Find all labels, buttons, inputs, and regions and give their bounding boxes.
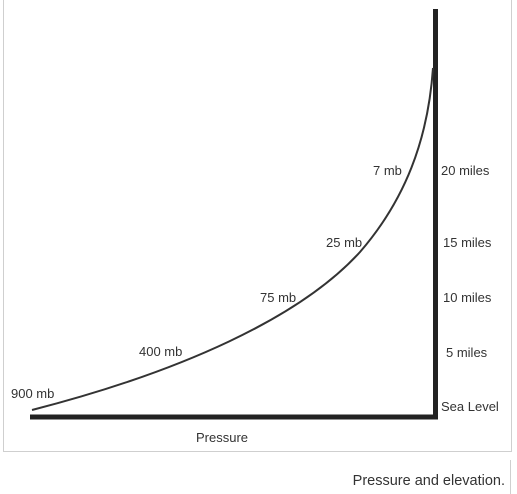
figure-caption: Pressure and elevation. — [352, 473, 505, 489]
pressure-label-75mb: 75 mb — [260, 290, 296, 305]
pressure-label-400mb: 400 mb — [139, 344, 182, 359]
altitude-label-sea-level: Sea Level — [441, 399, 499, 414]
altitude-label-20-miles: 20 miles — [441, 163, 490, 178]
altitude-label-15-miles: 15 miles — [443, 235, 492, 250]
x-axis-label: Pressure — [196, 430, 248, 445]
altitude-label-5-miles: 5 miles — [446, 345, 488, 360]
pressure-label-900mb: 900 mb — [11, 386, 54, 401]
pressure-elevation-diagram: 900 mb 400 mb 75 mb 25 mb 7 mb Sea Level… — [11, 9, 499, 445]
caption-divider — [510, 460, 511, 494]
figure-frame — [3, 0, 512, 452]
pressure-label-25mb: 25 mb — [326, 235, 362, 250]
pressure-curve — [31, 67, 434, 411]
pressure-label-7mb: 7 mb — [373, 163, 402, 178]
altitude-label-10-miles: 10 miles — [443, 290, 492, 305]
